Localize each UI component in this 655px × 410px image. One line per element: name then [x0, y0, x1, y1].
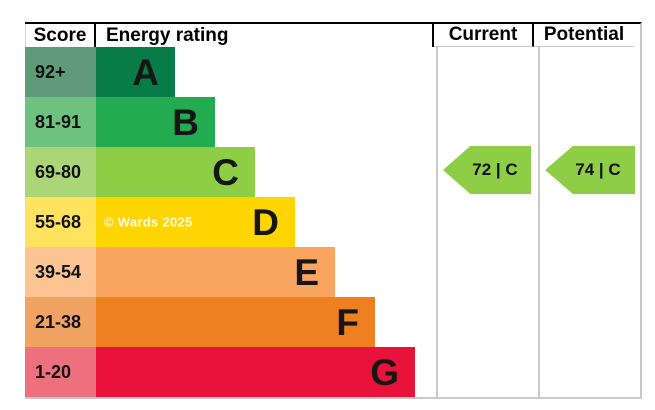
band-letter: E — [294, 251, 319, 293]
header-current: Current — [434, 24, 534, 47]
band-score-cell: 1-20 — [25, 347, 96, 397]
band-letter: C — [212, 151, 239, 193]
band-score-cell: 39-54 — [25, 247, 96, 297]
band-row-d: 55-68 © Wards 2025 D — [25, 197, 640, 247]
column-divider-current — [436, 47, 438, 397]
band-row-c: 69-80 C — [25, 147, 640, 197]
band-bar: E — [96, 247, 335, 297]
band-letter: F — [336, 301, 359, 343]
band-letter: B — [172, 101, 199, 143]
epc-table: Score Energy rating Current Potential 92… — [25, 22, 642, 399]
header-energy-rating: Energy rating — [96, 24, 434, 47]
band-bar: © Wards 2025 D — [96, 197, 295, 247]
band-row-e: 39-54 E — [25, 247, 640, 297]
header-score: Score — [25, 24, 96, 47]
band-bar: G — [96, 347, 415, 397]
copyright-watermark: © Wards 2025 — [104, 214, 193, 230]
potential-rating-label: 74 | C — [575, 160, 621, 179]
band-row-a: 92+ A — [25, 47, 640, 97]
column-divider-potential — [538, 47, 540, 397]
band-row-b: 81-91 B — [25, 97, 640, 147]
band-row-f: 21-38 F — [25, 297, 640, 347]
band-row-g: 1-20 G — [25, 347, 640, 397]
band-score-cell: 55-68 — [25, 197, 96, 247]
band-score-cell: 21-38 — [25, 297, 96, 347]
band-bar: F — [96, 297, 375, 347]
band-bar: A — [96, 47, 175, 97]
band-bar: B — [96, 97, 215, 147]
band-score-cell: 81-91 — [25, 97, 96, 147]
band-bar: C — [96, 147, 255, 197]
band-letter: G — [370, 351, 399, 393]
band-letter: A — [132, 51, 159, 93]
header-potential: Potential — [534, 24, 634, 47]
band-letter: D — [252, 201, 279, 243]
current-rating-label: 72 | C — [472, 160, 518, 179]
band-score-cell: 69-80 — [25, 147, 96, 197]
table-header-row: Score Energy rating Current Potential — [25, 24, 640, 47]
band-score-cell: 92+ — [25, 47, 96, 97]
